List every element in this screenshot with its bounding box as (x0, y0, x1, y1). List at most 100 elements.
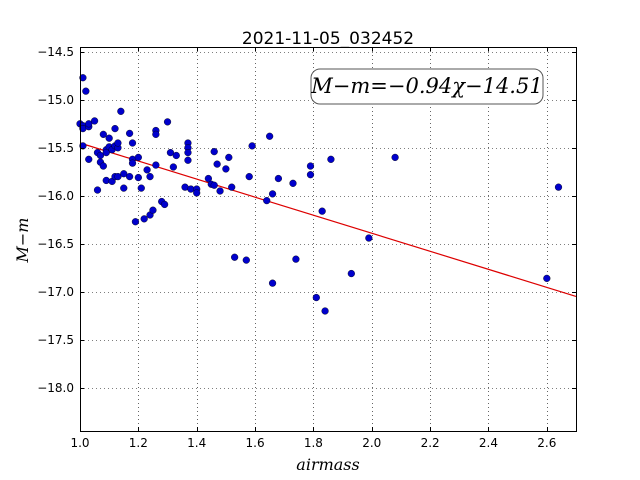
data-point (126, 129, 134, 138)
data-point (245, 173, 253, 181)
data-point (268, 279, 277, 287)
y-tick-label: −16.5 (37, 237, 74, 251)
data-point (79, 74, 87, 82)
data-point (263, 197, 271, 205)
data-point (105, 134, 113, 142)
y-axis-label: M−m (13, 218, 32, 264)
data-point (134, 153, 142, 162)
x-tick-label: 2.0 (362, 436, 381, 450)
x-tick-label: 1.8 (304, 436, 323, 450)
data-point (128, 139, 137, 147)
data-point (210, 148, 218, 156)
data-point (85, 120, 93, 128)
data-point (289, 179, 297, 187)
data-point (292, 255, 300, 263)
data-point (114, 139, 122, 147)
fit-annotation: M−m=−0.94χ−14.51 (310, 68, 544, 105)
y-tick-label: −17.5 (37, 333, 74, 347)
axis-ticks (80, 47, 576, 431)
x-tick-label: 2.6 (537, 436, 556, 450)
x-tick-label: 1.6 (246, 436, 265, 450)
data-point (99, 162, 107, 170)
data-point (222, 165, 230, 173)
data-point (213, 160, 221, 168)
data-point (312, 293, 320, 302)
x-tick-labels: 1.0 1.2 1.4 1.6 1.8 2.0 2.2 2.4 2.6 (70, 436, 556, 450)
data-point (268, 190, 277, 198)
data-point (172, 151, 180, 160)
data-point (126, 173, 134, 181)
data-points (76, 74, 563, 315)
data-point (210, 181, 218, 189)
data-point (365, 234, 373, 242)
data-point (146, 173, 154, 181)
data-point (228, 183, 236, 191)
data-point (111, 125, 119, 133)
y-tick-label: −15.5 (37, 141, 74, 155)
data-point (137, 184, 145, 192)
data-point (102, 149, 110, 157)
x-axis-label: airmass (296, 455, 359, 474)
data-point (347, 269, 355, 278)
fit-line-group (79, 142, 577, 297)
data-point (321, 307, 329, 315)
fit-line (79, 142, 577, 297)
data-point (85, 155, 93, 163)
annotation-text: M−m=−0.94χ−14.51 (310, 74, 542, 98)
data-point (248, 142, 256, 150)
y-tick-label: −17.0 (37, 285, 74, 299)
data-point (184, 149, 192, 157)
data-point (152, 161, 160, 169)
data-point (152, 130, 160, 138)
data-point (128, 159, 137, 167)
data-point (274, 174, 283, 183)
data-point (163, 118, 172, 126)
data-point (166, 149, 175, 157)
data-point (120, 184, 128, 192)
data-point (93, 186, 102, 194)
data-point (161, 200, 169, 209)
annotation-box (310, 68, 544, 105)
y-tick-label: −14.5 (37, 45, 74, 59)
data-point (193, 189, 201, 197)
data-point (216, 187, 224, 195)
data-point (117, 107, 125, 115)
data-point (149, 206, 157, 214)
data-point (99, 130, 107, 138)
x-tick-label: 1.4 (187, 436, 206, 450)
data-point (266, 132, 274, 140)
x-tick-label: 1.0 (70, 436, 89, 450)
chart-title: 2021-11-05_032452 (242, 29, 414, 49)
data-point (306, 162, 315, 170)
x-tick-label: 2.4 (479, 436, 498, 450)
data-point (114, 173, 122, 181)
data-point (134, 173, 142, 182)
data-point (204, 174, 212, 183)
data-point (143, 166, 151, 174)
data-point (543, 274, 551, 282)
data-point (554, 183, 563, 191)
y-tick-label: −18.0 (37, 381, 74, 395)
data-point (120, 170, 128, 178)
data-point (391, 153, 399, 162)
data-point (79, 142, 87, 150)
plot-frame (80, 47, 577, 432)
x-tick-label: 2.2 (421, 436, 440, 450)
data-point (82, 87, 90, 95)
data-point (90, 117, 99, 125)
data-point (131, 218, 140, 226)
data-point (231, 253, 239, 261)
data-point (184, 156, 192, 164)
data-point (169, 163, 177, 171)
data-point (140, 215, 148, 223)
data-point (225, 153, 233, 162)
y-tick-labels: −14.5 −15.0 −15.5 −16.0 −16.5 −17.0 −17.5 −18.0 (37, 45, 74, 395)
data-point (327, 155, 335, 163)
x-tick-label: 1.2 (129, 436, 148, 450)
data-point (242, 256, 250, 264)
data-point (306, 171, 315, 179)
data-point (318, 207, 326, 215)
y-tick-label: −15.0 (37, 93, 74, 107)
y-tick-label: −16.0 (37, 189, 74, 203)
